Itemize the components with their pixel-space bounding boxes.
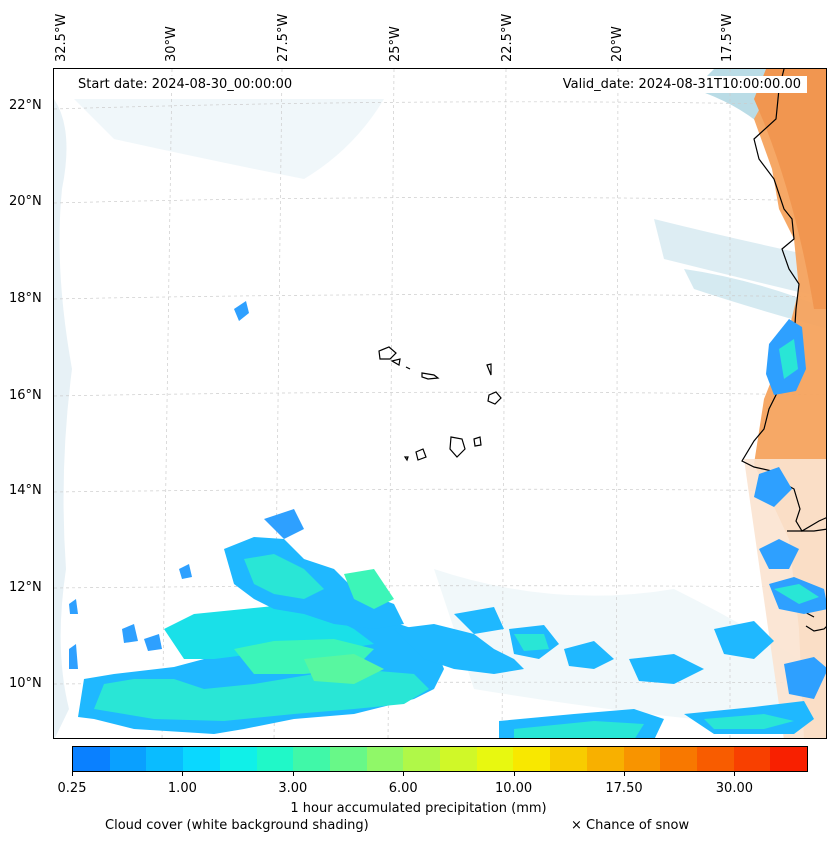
map-canvas [54,69,826,738]
colorbar-segment [183,747,220,771]
longitude-label: 22.5°W [500,13,515,62]
colorbar-segment [293,747,330,771]
map-panel [53,68,827,739]
latitude-label: 12°N [9,580,42,595]
colorbar-title: 1 hour accumulated precipitation (mm) [290,801,547,816]
longitude-label: 17.5°W [720,13,735,62]
colorbar-tick-mark [624,772,625,776]
colorbar-segment [660,747,697,771]
latitude-label: 16°N [9,388,42,403]
colorbar-segment [513,747,551,771]
colorbar-segment [696,747,734,771]
colorbar-tick-mark [734,772,736,776]
colorbar-segment [256,747,294,771]
colorbar-segment [109,747,147,771]
colorbar-tick-mark [292,772,294,776]
colorbar-tick-label: 6.00 [388,781,418,796]
snow-note: × Chance of snow [571,818,690,833]
latitude-label: 14°N [9,483,42,498]
start-date-label: Start date: 2024-08-30_00:00:00 [72,76,299,93]
valid-date-label: Valid_date: 2024-08-31T10:00:00.00 [556,76,807,93]
colorbar-segment [440,747,477,771]
longitude-label: 30°W [164,26,179,62]
colorbar-tick-label: 30.00 [715,781,753,796]
colorbar-segment [73,747,110,771]
colorbar-tick-mark [182,772,184,776]
colorbar-segment [733,747,771,771]
colorbar-segment [586,747,624,771]
longitude-label: 25°W [388,26,403,62]
colorbar-tick-label: 0.25 [57,781,87,796]
colorbar-tick-label: 1.00 [167,781,197,796]
colorbar-tick-mark [513,772,515,776]
longitude-label: 20°W [610,26,625,62]
latitude-label: 20°N [9,194,42,209]
longitude-label: 32.5°W [54,13,69,62]
colorbar-segment [403,747,441,771]
colorbar-segment [476,747,514,771]
colorbar-tick-mark [72,772,73,776]
colorbar-segment [366,747,404,771]
colorbar-segment [550,747,587,771]
cape-verde-islands [378,346,502,462]
colorbar-tick-label: 10.00 [494,781,533,796]
precipitation-colorbar [72,746,808,772]
latitude-label: 18°N [9,291,42,306]
latitude-label: 10°N [9,676,42,691]
colorbar-segment [770,747,808,771]
longitude-label: 27.5°W [276,13,291,62]
colorbar-tick-label: 17.50 [605,781,643,796]
cloud-cover-note: Cloud cover (white background shading) [105,818,369,833]
colorbar-segment [623,747,661,771]
colorbar-tick-mark [403,772,405,776]
precipitation-areas [69,301,826,738]
colorbar-tick-label: 3.00 [278,781,308,796]
colorbar-segment [219,747,257,771]
colorbar-segment [329,747,367,771]
latitude-label: 22°N [9,98,42,113]
colorbar-segment [146,747,184,771]
